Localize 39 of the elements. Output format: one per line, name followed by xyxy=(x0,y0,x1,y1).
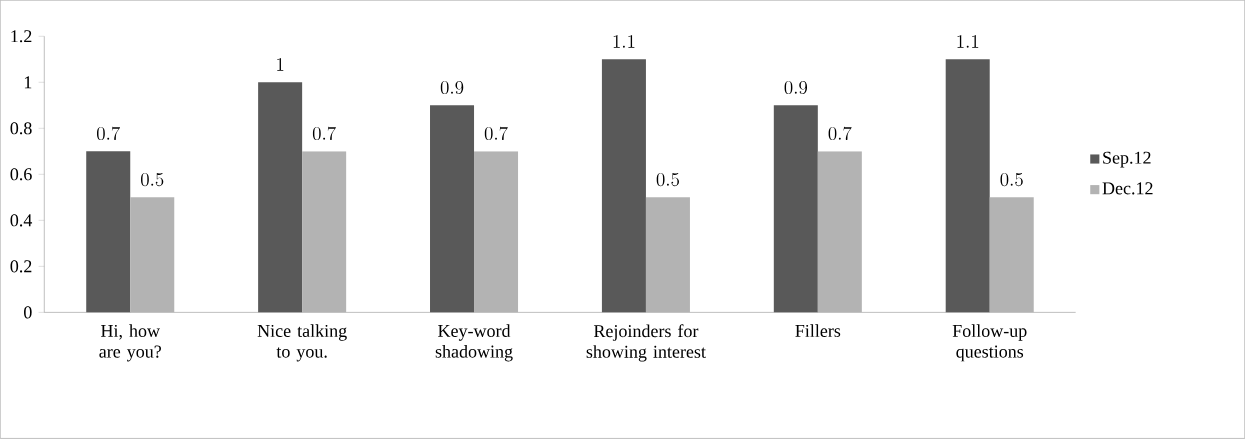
x-tick-label: Follow-up questions xyxy=(952,324,1027,362)
data-label: 1 . 1 xyxy=(957,35,979,48)
x-tick-label: Hi, how are you? xyxy=(99,324,161,362)
y-tick-label: 1 xyxy=(24,76,32,89)
y-tick-label: 1.2 xyxy=(11,30,32,43)
bar xyxy=(601,59,646,313)
data-label: 0.5 xyxy=(656,173,679,187)
legend-label: Dec.12 xyxy=(1102,182,1153,195)
data-label: 0.7 xyxy=(97,126,120,141)
bar xyxy=(430,105,475,313)
bar xyxy=(86,151,131,313)
bar xyxy=(945,59,990,313)
y-tick-label: 0.2 xyxy=(10,260,32,273)
data-label: 0.7 xyxy=(484,126,508,141)
data-label: 0.9 xyxy=(440,81,464,95)
bar xyxy=(773,105,818,313)
data-label: 0.9 xyxy=(784,81,808,95)
bar xyxy=(130,197,175,313)
x-tick-label: Rejoinders for showing interest xyxy=(586,324,706,362)
legend-label: Sep.12 xyxy=(1103,151,1151,168)
data-label: 0.5 xyxy=(141,173,164,187)
y-tick-label: 0 xyxy=(24,306,32,319)
bar xyxy=(258,82,303,313)
bar xyxy=(474,151,519,313)
x-tick-label: Key-word shadowing xyxy=(435,324,513,362)
y-tick-label: 0.4 xyxy=(10,214,33,227)
data-label: 0.5 xyxy=(1000,173,1023,187)
data-label: 0.7 xyxy=(828,126,852,141)
data-label: 0.7 xyxy=(312,126,336,141)
bar xyxy=(302,151,347,313)
x-tick-label: Fillers xyxy=(795,324,841,338)
y-tick-label: 0.6 xyxy=(10,168,32,181)
data-label: 1 xyxy=(277,58,284,71)
bar xyxy=(989,197,1034,313)
bar xyxy=(817,151,862,313)
data-label: 1 . 1 xyxy=(613,35,635,48)
bar xyxy=(645,197,690,313)
y-tick-label: 0.8 xyxy=(10,122,32,135)
x-tick-label: Nice talking to you. xyxy=(257,324,347,362)
